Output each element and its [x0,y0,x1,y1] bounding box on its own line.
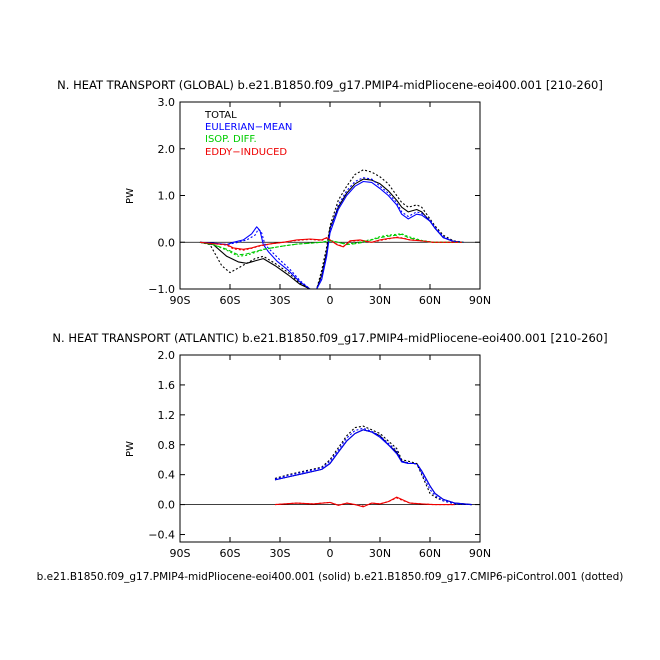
atlantic-x-tick-label: 60S [220,547,241,560]
global-x-tick-label: 90N [469,294,491,307]
global-y-tick-label: 1.0 [158,190,176,203]
global-y-tick-label: 3.0 [158,96,176,109]
atlantic-y-tick-label: −0.4 [148,529,175,542]
atlantic-x-tick-label: 90S [170,547,191,560]
global-series-isop-diff-picontrol [199,233,464,257]
figure-footer-caption: b.e21.B1850.f09_g17.PMIP4-midPliocene-eo… [37,571,624,583]
global-series-eulerian-mean [199,180,464,289]
atlantic-y-tick-label: 0.4 [158,469,176,482]
global-chart-ylabel: PW [125,188,136,204]
global-x-tick-label: 60S [220,294,241,307]
legend-item-isop-diff: ISOP. DIFF. [205,134,257,145]
atlantic-series-total-picontrol [274,425,472,506]
global-y-tick-label: 2.0 [158,143,176,156]
atlantic-chart-series [274,425,472,508]
atlantic-series-eulerian-mean [274,429,472,506]
global-series-isop-diff [199,233,464,256]
global-x-tick-label: 90S [170,294,191,307]
atlantic-chart: N. HEAT TRANSPORT (ATLANTIC) b.e21.B1850… [52,331,607,560]
atlantic-x-tick-label: 60N [419,547,441,560]
atlantic-chart-axes: 90S 60S 30S 0 30N 60N 90N −0.4 0.0 0.4 0.8 1.2 1.6 2.… [148,349,491,560]
global-chart-axes: 90S 60S 30S 0 30N 60N 90N −1.0 0.0 1.0 2.0 3.0 [148,96,491,307]
atlantic-series-eulerian-mean-picontrol [274,427,472,506]
global-chart: N. HEAT TRANSPORT (GLOBAL) b.e21.B1850.f… [57,78,603,307]
atlantic-y-tick-label: 1.6 [158,379,176,392]
atlantic-series-eddy-induced [274,496,455,508]
atlantic-chart-ylabel: PW [125,441,136,457]
global-series-eddy-induced-picontrol [199,236,464,251]
atlantic-chart-frame [179,354,481,543]
global-y-tick-label: −1.0 [148,283,175,296]
global-series-eulerian-mean-picontrol [199,177,464,289]
global-chart-legend: TOTAL EULERIAN−MEAN ISOP. DIFF. EDDY−IND… [204,110,292,158]
global-y-tick-label: 0.0 [158,236,176,249]
global-series-total-picontrol [199,169,464,289]
atlantic-x-tick-label: 30S [270,547,291,560]
global-chart-series [199,169,464,289]
global-x-tick-label: 60N [419,294,441,307]
atlantic-y-tick-label: 2.0 [158,349,176,362]
global-x-tick-label: 30N [369,294,391,307]
atlantic-y-tick-label: 0.0 [158,499,176,512]
global-chart-title: N. HEAT TRANSPORT (GLOBAL) b.e21.B1850.f… [57,78,603,92]
global-series-eddy-induced [199,237,464,250]
global-series-total [199,178,464,289]
atlantic-series-eddy-induced-picontrol [274,497,455,507]
atlantic-series-total [274,429,472,506]
legend-item-eulerian-mean: EULERIAN−MEAN [205,122,292,133]
atlantic-y-tick-label: 1.2 [158,409,176,422]
global-x-tick-label: 30S [270,294,291,307]
legend-item-total: TOTAL [204,110,237,121]
legend-item-eddy-induced: EDDY−INDUCED [205,147,287,158]
atlantic-y-tick-label: 0.8 [158,439,176,452]
atlantic-x-tick-label: 90N [469,547,491,560]
global-x-tick-label: 0 [327,294,334,307]
atlantic-x-tick-label: 0 [327,547,334,560]
atlantic-x-tick-label: 30N [369,547,391,560]
atlantic-chart-title: N. HEAT TRANSPORT (ATLANTIC) b.e21.B1850… [52,331,607,345]
